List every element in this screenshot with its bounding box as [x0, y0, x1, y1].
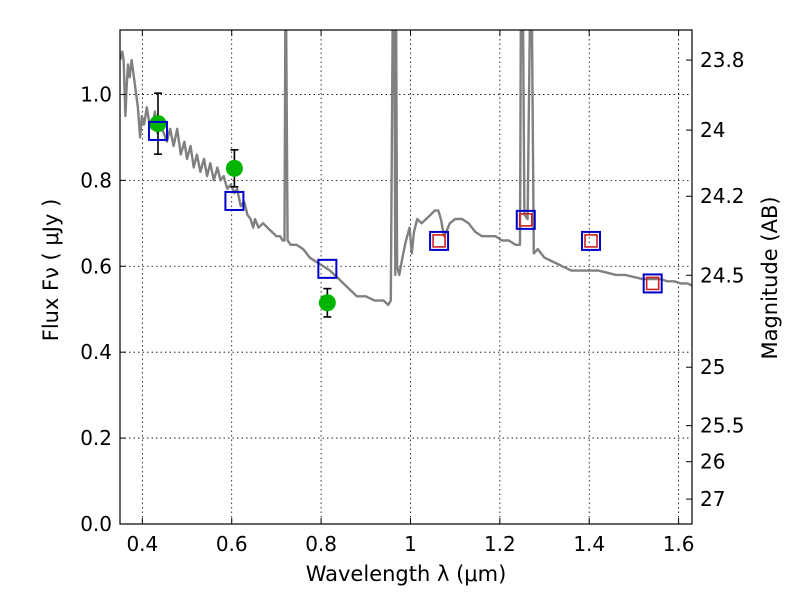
y-tick-label: 0.8 [80, 168, 112, 192]
x-tick-label: 0.8 [305, 532, 337, 556]
photometry-markers [147, 92, 663, 318]
model-photometry-square [515, 209, 536, 230]
sed-model-series [120, 30, 692, 307]
y-tick-label: 0.6 [80, 254, 112, 278]
y-tick-label: 1.0 [80, 82, 112, 106]
x-tick-label: 0.4 [126, 532, 158, 556]
model-photometry-square [224, 190, 245, 211]
y-tick-label: 0.4 [80, 340, 112, 364]
observed-point [149, 115, 167, 133]
x-tick-label: 1 [404, 532, 417, 556]
model-photometry-square [581, 230, 602, 251]
mag-tick-label: 24.2 [700, 184, 745, 208]
x-tick-label: 0.6 [216, 532, 248, 556]
mag-tick-label: 23.8 [700, 48, 745, 72]
axis-ticks: 0.4 0.6 0.8 1 1.2 1.4 1.6 0.0 0.2 0.4 0.6 0.8 1.0 23.… [80, 30, 745, 556]
y2-axis-label: Magnitude (AB) [758, 196, 782, 359]
red-photometry-square [645, 276, 660, 291]
x-axis-label: Wavelength λ (μm) [306, 562, 507, 586]
x-tick-label: 1.2 [484, 532, 516, 556]
mag-tick-label: 25.5 [700, 414, 745, 438]
x-tick-label: 1.6 [663, 532, 695, 556]
observed-point [225, 159, 243, 177]
model-photometry-square [147, 120, 168, 141]
mag-tick-label: 26 [700, 450, 725, 474]
model-photometry-square [317, 258, 338, 279]
y-tick-label: 0.0 [80, 512, 112, 536]
red-photometry-square [584, 234, 598, 248]
red-photometry-square [518, 213, 533, 227]
grid [120, 30, 692, 525]
plot-frame [119, 29, 693, 525]
y-axis-label: Flux Fν ( μJy ) [39, 199, 63, 342]
mag-tick-label: 24 [700, 118, 725, 142]
model-photometry-square [642, 273, 663, 294]
x-tick-label: 1.4 [573, 532, 605, 556]
sed-model-line [120, 30, 692, 307]
observed-point [318, 294, 336, 312]
mag-tick-label: 24.5 [700, 263, 745, 287]
y-tick-label: 0.2 [80, 426, 112, 450]
mag-tick-label: 25 [700, 355, 725, 379]
red-photometry-square [432, 234, 446, 248]
mag-tick-label: 27 [700, 487, 725, 511]
model-photometry-square [429, 230, 450, 251]
